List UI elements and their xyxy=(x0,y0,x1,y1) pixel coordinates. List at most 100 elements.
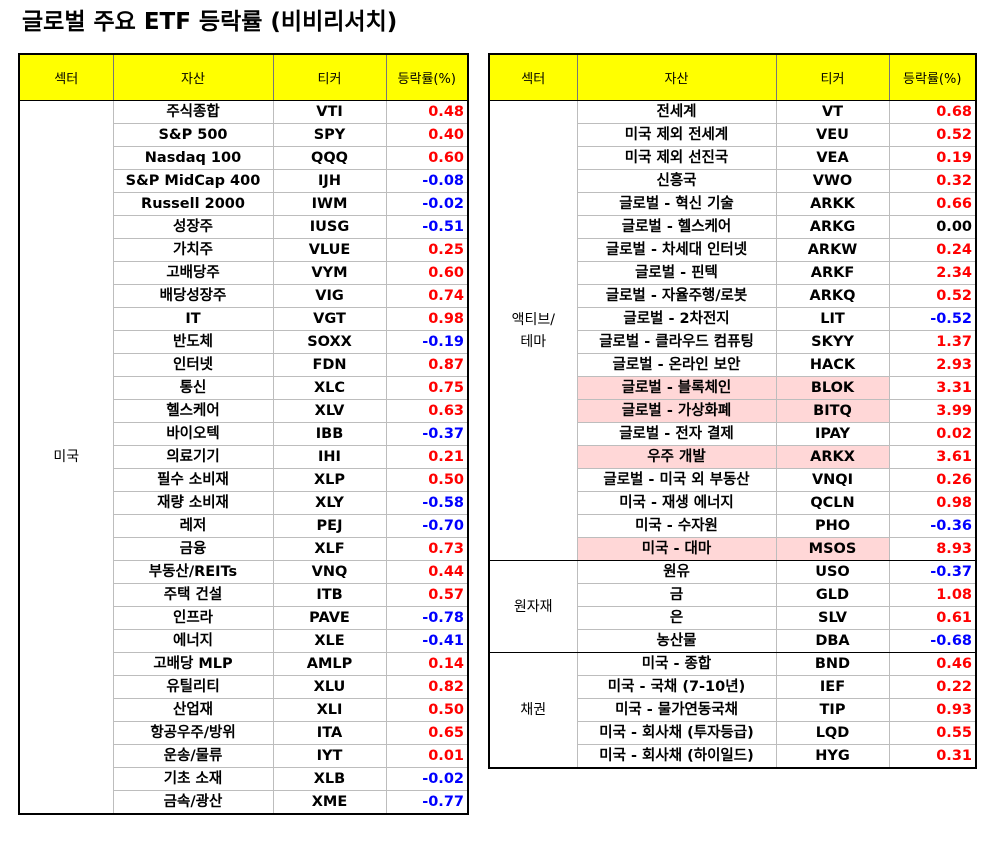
ticker-cell: PHO xyxy=(775,514,890,538)
ticker-cell: QQQ xyxy=(272,146,387,170)
table-row: 금속/광산 XME -0.77 xyxy=(19,790,469,815)
change-cell: 0.68 xyxy=(888,100,977,124)
asset-name-cell: Russell 2000 xyxy=(112,192,274,216)
change-cell: 0.50 xyxy=(385,698,469,722)
table-row: 배당성장주 VIG 0.74 xyxy=(19,284,469,308)
asset-name-cell: 미국 - 대마 xyxy=(576,537,777,561)
change-cell: 0.60 xyxy=(385,261,469,285)
ticker-cell: XLU xyxy=(272,675,387,699)
change-cell: 0.87 xyxy=(385,353,469,377)
ticker-cell: MSOS xyxy=(775,537,890,561)
asset-name-cell: 글로벌 - 미국 외 부동산 xyxy=(576,468,777,492)
sector-cell: 미국 xyxy=(18,100,114,815)
change-cell: 8.93 xyxy=(888,537,977,561)
header-change: 등락률(%) xyxy=(385,54,469,101)
change-cell: 0.02 xyxy=(888,422,977,446)
table-row: 인프라 PAVE -0.78 xyxy=(19,606,469,630)
change-cell: -0.19 xyxy=(385,330,469,354)
asset-name-cell: 가치주 xyxy=(112,238,274,262)
asset-name-cell: 미국 - 물가연동국채 xyxy=(576,698,777,722)
asset-name-cell: 전세계 xyxy=(576,100,777,124)
change-cell: 0.61 xyxy=(888,606,977,630)
asset-name-cell: 기초 소재 xyxy=(112,767,274,791)
table-row: 원자재 원유 USO -0.37 xyxy=(488,560,977,653)
change-cell: 0.75 xyxy=(385,376,469,400)
ticker-cell: IPAY xyxy=(775,422,890,446)
change-cell: 0.98 xyxy=(888,491,977,515)
change-cell: -0.51 xyxy=(385,215,469,239)
table-row: 미국 제외 전세계 VEU 0.52 xyxy=(489,123,977,147)
change-cell: 2.93 xyxy=(888,353,977,377)
header-asset: 자산 xyxy=(576,54,777,101)
asset-name-cell: 성장주 xyxy=(112,215,274,239)
asset-name-cell: 원유 xyxy=(576,560,777,584)
change-cell: -0.70 xyxy=(385,514,469,538)
asset-name-cell: 글로벌 - 2차전지 xyxy=(576,307,777,331)
asset-name-cell: 미국 - 수자원 xyxy=(576,514,777,538)
change-cell: 0.00 xyxy=(888,215,977,239)
change-cell: -0.77 xyxy=(385,790,469,815)
ticker-cell: HACK xyxy=(775,353,890,377)
ticker-cell: GLD xyxy=(775,583,890,607)
change-cell: -0.41 xyxy=(385,629,469,653)
table-header-row: 섹터 자산 티커 등락률(%) xyxy=(488,54,977,101)
change-cell: 0.01 xyxy=(385,744,469,768)
ticker-cell: FDN xyxy=(272,353,387,377)
ticker-cell: AMLP xyxy=(272,652,387,676)
change-cell: 0.74 xyxy=(385,284,469,308)
page-title: 글로벌 주요 ETF 등락률 (비비리서치) xyxy=(22,9,398,35)
ticker-cell: SPY xyxy=(272,123,387,147)
change-cell: 0.44 xyxy=(385,560,469,584)
ticker-cell: SOXX xyxy=(272,330,387,354)
ticker-cell: VEU xyxy=(775,123,890,147)
sector-cell: 액티브/테마 xyxy=(488,100,578,561)
ticker-cell: XLV xyxy=(272,399,387,423)
table-row: 글로벌 - 2차전지 LIT -0.52 xyxy=(489,307,977,331)
asset-name-cell: 은 xyxy=(576,606,777,630)
asset-name-cell: 금융 xyxy=(112,537,274,561)
asset-name-cell: Nasdaq 100 xyxy=(112,146,274,170)
asset-name-cell: 미국 - 종합 xyxy=(576,652,777,676)
table-row: 인터넷 FDN 0.87 xyxy=(19,353,469,377)
change-cell: 0.22 xyxy=(888,675,977,699)
asset-name-cell: 금 xyxy=(576,583,777,607)
change-cell: 0.50 xyxy=(385,468,469,492)
table-row: 글로벌 - 클라우드 컴퓨팅 SKYY 1.37 xyxy=(489,330,977,354)
ticker-cell: IYT xyxy=(272,744,387,768)
ticker-cell: ARKX xyxy=(775,445,890,469)
table-row: 금 GLD 1.08 xyxy=(489,583,977,607)
ticker-cell: XLY xyxy=(272,491,387,515)
ticker-cell: VLUE xyxy=(272,238,387,262)
table-row: 운송/물류 IYT 0.01 xyxy=(19,744,469,768)
table-row: 미국 - 회사채 (하이일드) HYG 0.31 xyxy=(489,744,977,769)
change-cell: 0.93 xyxy=(888,698,977,722)
asset-name-cell: 주택 건설 xyxy=(112,583,274,607)
asset-name-cell: 인터넷 xyxy=(112,353,274,377)
change-cell: -0.08 xyxy=(385,169,469,193)
change-cell: 0.73 xyxy=(385,537,469,561)
asset-name-cell: 반도체 xyxy=(112,330,274,354)
ticker-cell: ARKW xyxy=(775,238,890,262)
header-sector: 섹터 xyxy=(18,54,114,101)
asset-name-cell: 미국 제외 전세계 xyxy=(576,123,777,147)
change-cell: 0.46 xyxy=(888,652,977,676)
table-row: 미국 - 회사채 (투자등급) LQD 0.55 xyxy=(489,721,977,745)
asset-name-cell: 레저 xyxy=(112,514,274,538)
table-row: 미국 제외 선진국 VEA 0.19 xyxy=(489,146,977,170)
table-row: 가치주 VLUE 0.25 xyxy=(19,238,469,262)
change-cell: 0.21 xyxy=(385,445,469,469)
change-cell: -0.78 xyxy=(385,606,469,630)
table-row: 유틸리티 XLU 0.82 xyxy=(19,675,469,699)
asset-name-cell: 유틸리티 xyxy=(112,675,274,699)
ticker-cell: VGT xyxy=(272,307,387,331)
asset-name-cell: IT xyxy=(112,307,274,331)
ticker-cell: LIT xyxy=(775,307,890,331)
asset-name-cell: 글로벌 - 혁신 기술 xyxy=(576,192,777,216)
change-cell: -0.02 xyxy=(385,767,469,791)
asset-name-cell: 글로벌 - 블록체인 xyxy=(576,376,777,400)
change-cell: 0.31 xyxy=(888,744,977,769)
change-cell: 0.66 xyxy=(888,192,977,216)
ticker-cell: VWO xyxy=(775,169,890,193)
table-row: 레저 PEJ -0.70 xyxy=(19,514,469,538)
table-row: 필수 소비재 XLP 0.50 xyxy=(19,468,469,492)
